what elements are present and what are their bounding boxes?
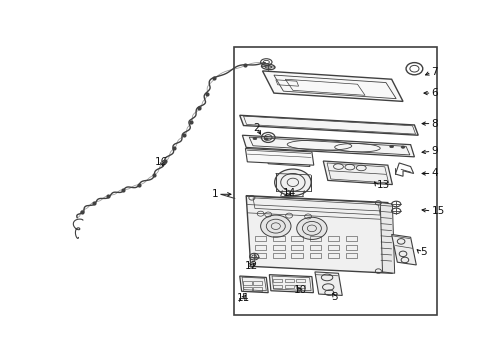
Text: 3: 3 <box>331 292 338 302</box>
Ellipse shape <box>401 146 405 148</box>
Ellipse shape <box>261 215 291 237</box>
Bar <box>346 245 358 250</box>
Polygon shape <box>267 154 310 167</box>
Text: 5: 5 <box>420 247 427 257</box>
Polygon shape <box>270 275 314 293</box>
Ellipse shape <box>275 169 311 195</box>
Ellipse shape <box>265 138 268 140</box>
Bar <box>346 253 358 258</box>
Bar <box>273 285 282 288</box>
Bar <box>243 287 251 291</box>
Polygon shape <box>245 149 314 165</box>
Bar <box>346 237 358 242</box>
Bar <box>292 237 303 242</box>
Polygon shape <box>240 276 268 293</box>
Bar <box>292 245 303 250</box>
Bar <box>243 281 251 285</box>
Polygon shape <box>323 161 392 185</box>
Bar <box>310 253 321 258</box>
Bar <box>296 279 305 282</box>
Bar <box>292 253 303 258</box>
Text: 8: 8 <box>432 118 438 129</box>
Bar <box>255 245 267 250</box>
Text: 9: 9 <box>432 146 438 156</box>
Bar <box>328 253 339 258</box>
Text: 2: 2 <box>253 123 260 133</box>
Text: 16: 16 <box>155 157 169 167</box>
Bar <box>328 237 339 242</box>
Bar <box>273 279 282 282</box>
Bar <box>253 281 262 285</box>
Bar <box>285 279 294 282</box>
Polygon shape <box>315 272 342 296</box>
Bar <box>253 287 262 291</box>
Ellipse shape <box>390 145 393 148</box>
Text: 7: 7 <box>432 67 438 77</box>
Bar <box>310 245 321 250</box>
Text: 1: 1 <box>212 189 219 199</box>
Bar <box>255 237 267 242</box>
Text: 10: 10 <box>294 285 307 296</box>
Ellipse shape <box>253 138 257 140</box>
Polygon shape <box>392 234 416 265</box>
Polygon shape <box>246 195 392 273</box>
Bar <box>328 245 339 250</box>
Text: 4: 4 <box>432 168 438 179</box>
Text: 12: 12 <box>245 261 258 271</box>
Polygon shape <box>263 71 403 102</box>
Text: 11: 11 <box>237 293 250 303</box>
Text: 13: 13 <box>376 180 390 190</box>
Ellipse shape <box>297 217 327 239</box>
Bar <box>273 253 285 258</box>
Polygon shape <box>240 115 418 135</box>
Bar <box>310 237 321 242</box>
Text: 6: 6 <box>432 88 438 98</box>
Polygon shape <box>243 135 415 157</box>
Polygon shape <box>380 203 394 273</box>
Bar <box>234 48 437 315</box>
Bar <box>296 285 305 288</box>
Bar <box>285 285 294 288</box>
Text: 14: 14 <box>282 188 296 198</box>
Text: 15: 15 <box>432 206 445 216</box>
Bar <box>273 237 285 242</box>
Bar <box>255 253 267 258</box>
Bar <box>273 245 285 250</box>
